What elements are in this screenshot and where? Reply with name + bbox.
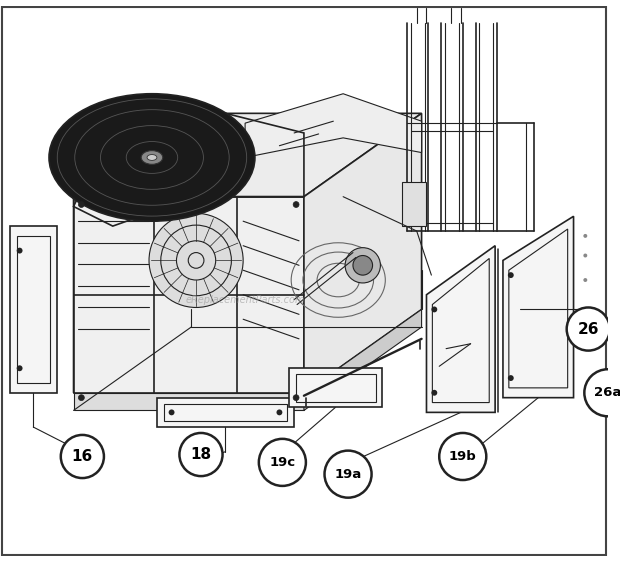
Text: 19b: 19b (449, 450, 477, 463)
Circle shape (432, 306, 437, 312)
Circle shape (432, 390, 437, 396)
Polygon shape (74, 197, 304, 393)
Circle shape (79, 395, 84, 401)
Circle shape (293, 202, 299, 207)
Circle shape (149, 214, 243, 307)
Polygon shape (10, 226, 57, 393)
Circle shape (567, 307, 610, 351)
Circle shape (439, 433, 486, 480)
Polygon shape (503, 216, 574, 398)
Polygon shape (74, 114, 422, 197)
Text: 26a: 26a (594, 386, 620, 399)
Circle shape (583, 253, 587, 257)
Polygon shape (289, 368, 383, 407)
Circle shape (508, 375, 514, 381)
Circle shape (583, 278, 587, 282)
Text: 26: 26 (577, 321, 599, 337)
Circle shape (61, 435, 104, 478)
Text: 18: 18 (190, 447, 211, 462)
Circle shape (324, 451, 371, 498)
Polygon shape (427, 246, 495, 413)
Circle shape (259, 439, 306, 486)
Polygon shape (245, 94, 422, 157)
Polygon shape (402, 182, 427, 226)
Circle shape (17, 248, 22, 253)
Text: 19c: 19c (269, 456, 295, 469)
Circle shape (17, 365, 22, 371)
Polygon shape (74, 114, 191, 393)
Circle shape (353, 256, 373, 275)
Circle shape (169, 410, 174, 415)
Ellipse shape (141, 151, 163, 164)
Polygon shape (157, 398, 294, 427)
Text: 16: 16 (72, 449, 93, 464)
Polygon shape (74, 393, 304, 410)
Polygon shape (304, 114, 422, 393)
Text: eReplacementParts.com: eReplacementParts.com (185, 294, 305, 305)
Ellipse shape (49, 94, 255, 221)
Circle shape (345, 248, 381, 283)
Circle shape (179, 433, 223, 476)
Circle shape (583, 234, 587, 238)
Polygon shape (304, 310, 422, 410)
Circle shape (508, 272, 514, 278)
Circle shape (293, 395, 299, 401)
Ellipse shape (147, 155, 157, 160)
Text: 19a: 19a (334, 468, 361, 481)
Circle shape (584, 369, 620, 416)
Circle shape (277, 410, 282, 415)
Circle shape (79, 202, 84, 207)
